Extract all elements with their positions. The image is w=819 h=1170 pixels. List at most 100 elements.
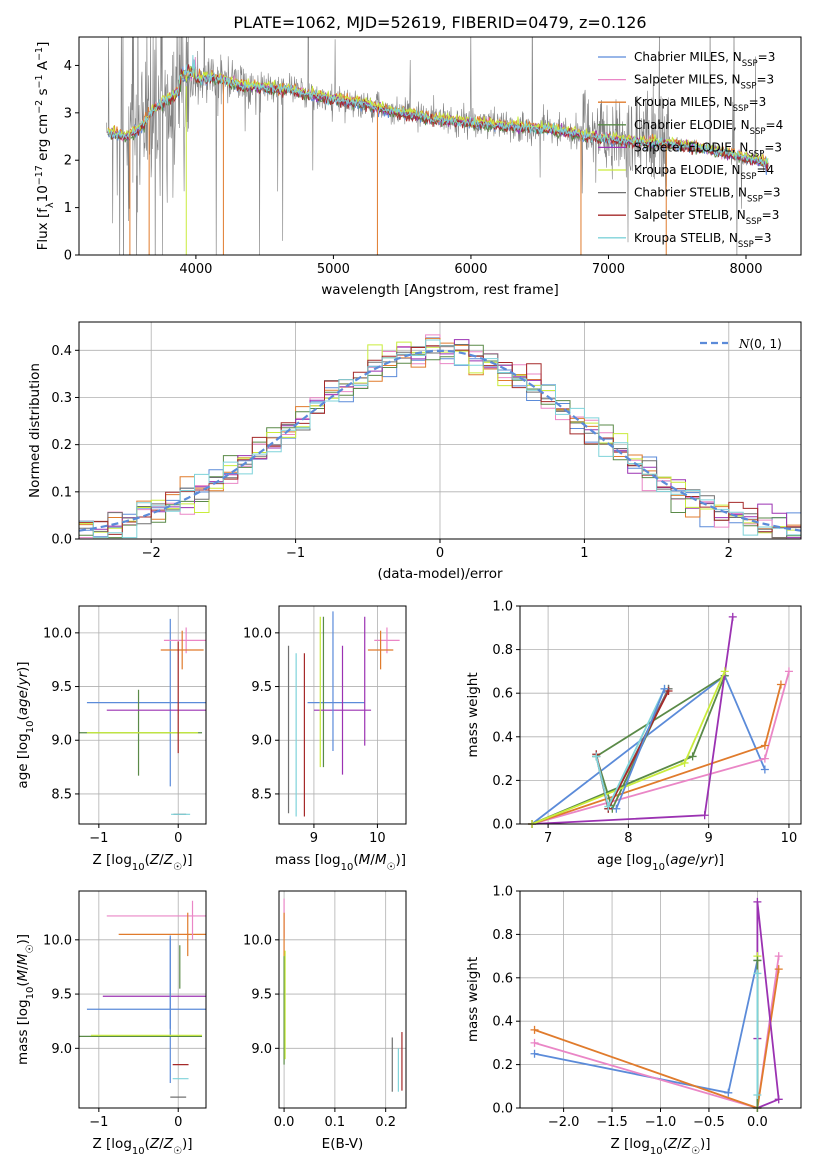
x-tick-label: −1 — [89, 1115, 108, 1130]
legend-entry: Salpeter STELIB, NSSP=3 — [634, 208, 779, 227]
y-tick-label: 8.5 — [251, 787, 272, 802]
weight-marker — [680, 758, 689, 767]
y-tick-label: 9.0 — [251, 734, 272, 749]
label-part: ( — [353, 852, 358, 868]
label-part: age [log — [15, 733, 31, 788]
weight-line-1 — [534, 960, 759, 1108]
x-tick-label: −2 — [142, 546, 161, 561]
mass-vs-EBV-plot — [283, 898, 403, 1092]
legend-entry: Kroupa ELODIE, NSSP=4 — [634, 163, 774, 182]
legend-suffix: =3 — [763, 186, 781, 200]
axes-mass-vs-Z: −1 0 9.0 9.5 10.0 — [43, 891, 206, 1130]
y-tick-label: 0.4 — [492, 730, 513, 745]
label-part: Flux [f — [35, 207, 51, 251]
y-tick-label: 9.5 — [51, 680, 72, 695]
x-axis-label: wavelength [Angstrom, rest frame] — [321, 282, 559, 298]
weight-marker — [776, 680, 785, 689]
label-part: s — [35, 88, 51, 99]
legend-sub: SSP — [750, 127, 766, 137]
age-vs-mass-plot — [287, 611, 400, 817]
label-part: 10 — [650, 1146, 663, 1157]
y-tick-label: 0.0 — [492, 1102, 513, 1117]
x-tick-label: 8000 — [729, 262, 762, 277]
weight-marker — [753, 897, 762, 906]
label-part: ( — [145, 1136, 150, 1152]
legend-suffix: =4 — [766, 118, 784, 132]
mass-vs-Z-frame — [78, 890, 207, 1109]
age-vs-Z-plot — [79, 618, 206, 815]
legend-name: Salpeter MILES, N — [634, 73, 741, 87]
legend-sub: SSP — [741, 172, 757, 182]
y-tick-label: 0.0 — [492, 818, 513, 833]
label-part: −1 — [34, 47, 45, 61]
label-part: Z — [149, 852, 160, 868]
mass-vs-Z-plot — [79, 900, 206, 1098]
label-part: ( — [15, 981, 31, 986]
legend-sub: SSP — [741, 82, 757, 92]
legend-name: Chabrier STELIB, N — [634, 186, 747, 200]
label-part: / — [370, 852, 375, 868]
histogram-step-4 — [79, 344, 801, 539]
weight-marker — [774, 952, 783, 961]
label-part: Z — [667, 1136, 678, 1152]
x-tick-label: 10 — [369, 831, 386, 846]
weight-marker — [720, 667, 729, 676]
x-tick-label: 1 — [580, 546, 588, 561]
label-part: M — [375, 852, 387, 868]
axes-weight-vs-Z: −2.0 −1.5 −1.0 −0.5 0.0 0.0 0.2 0.4 0.6 0.8 1.0 — [492, 885, 801, 1130]
weight-marker — [760, 754, 769, 763]
label-part: 10 — [25, 987, 36, 1000]
y-tick-label: 4 — [64, 59, 72, 74]
label-part: 10 — [35, 185, 51, 202]
weight-marker — [724, 1088, 733, 1097]
label-part: / — [15, 965, 31, 970]
label-part: ☉ — [173, 1146, 182, 1157]
weight-marker — [530, 1038, 539, 1047]
legend-name: Salpeter ELODIE, N — [634, 140, 748, 154]
weight-marker — [530, 1049, 539, 1058]
y-tick-label: 10.0 — [43, 626, 72, 641]
legend-sub: SSP — [742, 59, 758, 69]
x-tick-label: 0.2 — [375, 1115, 396, 1130]
legend-name: Kroupa MILES, N — [634, 95, 733, 109]
legend-entry: Chabrier STELIB, NSSP=3 — [634, 186, 781, 205]
x-tick-label: 4000 — [179, 262, 212, 277]
y-tick-label: 0.2 — [492, 774, 513, 789]
label-part: λ — [45, 202, 56, 208]
x-tick-label: −1 — [286, 546, 305, 561]
axes-age-vs-Z: −1 0 8.5 9.0 9.5 10.0 — [43, 606, 206, 846]
y-tick-label: 0.2 — [51, 438, 72, 453]
axes-mass-vs-EBV: 0.0 0.1 0.2 9.0 9.5 10.0 — [243, 891, 406, 1130]
weight-marker — [784, 667, 793, 676]
weight-line-3 — [534, 968, 780, 1110]
legend-suffix: =3 — [758, 50, 776, 64]
axes-spectrum: 4000 5000 6000 7000 8000 0 1 2 3 4 — [64, 59, 763, 277]
label-part: −1 — [34, 74, 45, 88]
axes-residuals: −2 −1 0 1 2 0.0 0.1 0.2 0.3 0.4 — [51, 322, 801, 561]
y-tick-label: 9.5 — [251, 988, 272, 1003]
x-tick-label: −1 — [89, 831, 108, 846]
label-part: Z — [681, 1136, 692, 1152]
label-part: yr — [15, 671, 31, 687]
legend-suffix: =3 — [754, 231, 772, 245]
label-part: 10 — [652, 862, 665, 873]
label-part: −17 — [34, 165, 45, 185]
x-tick-label: 0 — [174, 1115, 182, 1130]
x-tick-label: 8 — [624, 831, 632, 846]
legend-entry: Kroupa MILES, NSSP=3 — [634, 95, 766, 114]
y-tick-label: 10.0 — [243, 933, 272, 948]
label-part: )] — [15, 661, 31, 672]
x-axis-label: E(B-V) — [322, 1136, 364, 1152]
weight-vs-age-frame — [519, 605, 802, 825]
y-axis-label: mass [log10(M/M☉)] — [15, 934, 36, 1065]
y-tick-label: 0.3 — [51, 391, 72, 406]
label-part: M — [359, 852, 371, 868]
weight-marker — [688, 752, 697, 761]
y-tick-label: 0.6 — [492, 687, 513, 702]
label-part: Z — [149, 1136, 160, 1152]
weight-marker — [728, 612, 737, 621]
histogram-plot — [79, 334, 801, 539]
y-tick-label: 9.0 — [51, 734, 72, 749]
label-part: M — [15, 969, 31, 981]
weight-vs-age-plot — [528, 612, 793, 828]
